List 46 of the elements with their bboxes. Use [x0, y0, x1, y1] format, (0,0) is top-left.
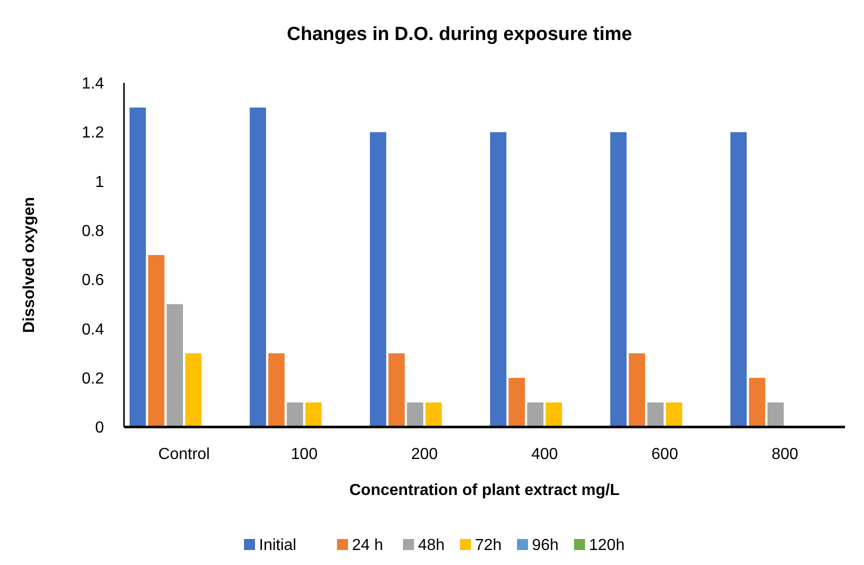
bar: [748, 378, 766, 427]
bar: [185, 353, 202, 427]
x-tick-label: 200: [411, 446, 438, 463]
y-tick-label: 1: [95, 174, 104, 191]
y-tick-label: 0.2: [82, 370, 104, 388]
y-tick-label: 1.2: [82, 124, 104, 142]
bar: [286, 402, 304, 427]
chart-title: Changes in D.O. during exposure time: [286, 24, 632, 45]
legend-label: 120h: [589, 537, 625, 554]
bar: [370, 132, 386, 427]
bar: [628, 353, 646, 427]
bar: [388, 353, 405, 427]
x-tick-label: 600: [651, 446, 678, 463]
bar: [666, 402, 682, 427]
bar: [647, 402, 664, 427]
y-tick-label: 1.4: [82, 76, 104, 93]
legend-label: 96h: [532, 537, 559, 554]
bar: [148, 255, 164, 427]
bar: [610, 132, 627, 427]
y-tick-label: 0: [95, 420, 104, 437]
bar: [268, 353, 285, 427]
y-tick-label: 0.8: [82, 223, 104, 240]
bar: [166, 304, 183, 427]
y-tick-label: 0.4: [82, 321, 104, 338]
x-tick-label: 800: [772, 446, 798, 463]
bar: [130, 108, 146, 427]
bar: [730, 132, 747, 427]
bar: [767, 402, 784, 427]
x-tick-label: 400: [531, 446, 558, 463]
x-axis-title: Concentration of plant extract mg/L: [349, 482, 620, 499]
bar: [305, 402, 322, 427]
bar: [490, 132, 506, 427]
bar: [426, 402, 442, 427]
legend-label: Initial: [259, 537, 296, 554]
x-tick-label: Control: [158, 446, 210, 463]
y-tick-label: 0.6: [82, 272, 104, 290]
bar: [527, 402, 544, 427]
bar: [546, 402, 562, 427]
bar: [508, 378, 525, 427]
legend-label: 48h: [418, 537, 445, 554]
bar: [406, 402, 424, 427]
legend-label: 72h: [475, 537, 502, 554]
x-tick-label: 100: [290, 446, 318, 463]
bar: [250, 108, 266, 427]
y-axis-title: Dissolved oxygen: [21, 196, 38, 334]
legend-label: 24 h: [352, 537, 384, 554]
